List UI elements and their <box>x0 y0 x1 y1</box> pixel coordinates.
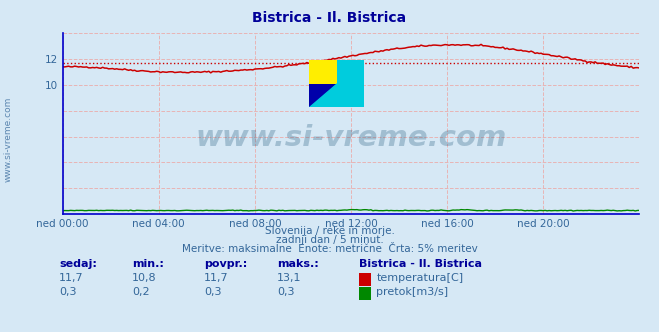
Text: 13,1: 13,1 <box>277 273 301 283</box>
Polygon shape <box>309 60 364 107</box>
Text: 0,3: 0,3 <box>59 287 77 297</box>
Text: 0,3: 0,3 <box>277 287 295 297</box>
Text: Bistrica - Il. Bistrica: Bistrica - Il. Bistrica <box>359 259 482 269</box>
Text: Meritve: maksimalne  Enote: metrične  Črta: 5% meritev: Meritve: maksimalne Enote: metrične Črta… <box>182 244 477 254</box>
Text: www.si-vreme.com: www.si-vreme.com <box>3 97 13 182</box>
Text: www.si-vreme.com: www.si-vreme.com <box>195 124 507 152</box>
Text: 10,8: 10,8 <box>132 273 156 283</box>
Text: maks.:: maks.: <box>277 259 318 269</box>
Text: zadnji dan / 5 minut.: zadnji dan / 5 minut. <box>275 235 384 245</box>
Text: temperatura[C]: temperatura[C] <box>376 273 463 283</box>
Text: min.:: min.: <box>132 259 163 269</box>
Text: 0,3: 0,3 <box>204 287 222 297</box>
Text: Slovenija / reke in morje.: Slovenija / reke in morje. <box>264 226 395 236</box>
Text: sedaj:: sedaj: <box>59 259 97 269</box>
Text: 0,2: 0,2 <box>132 287 150 297</box>
Text: pretok[m3/s]: pretok[m3/s] <box>376 287 448 297</box>
Text: Bistrica - Il. Bistrica: Bistrica - Il. Bistrica <box>252 11 407 25</box>
Text: povpr.:: povpr.: <box>204 259 248 269</box>
Text: 11,7: 11,7 <box>204 273 229 283</box>
Text: 11,7: 11,7 <box>59 273 84 283</box>
